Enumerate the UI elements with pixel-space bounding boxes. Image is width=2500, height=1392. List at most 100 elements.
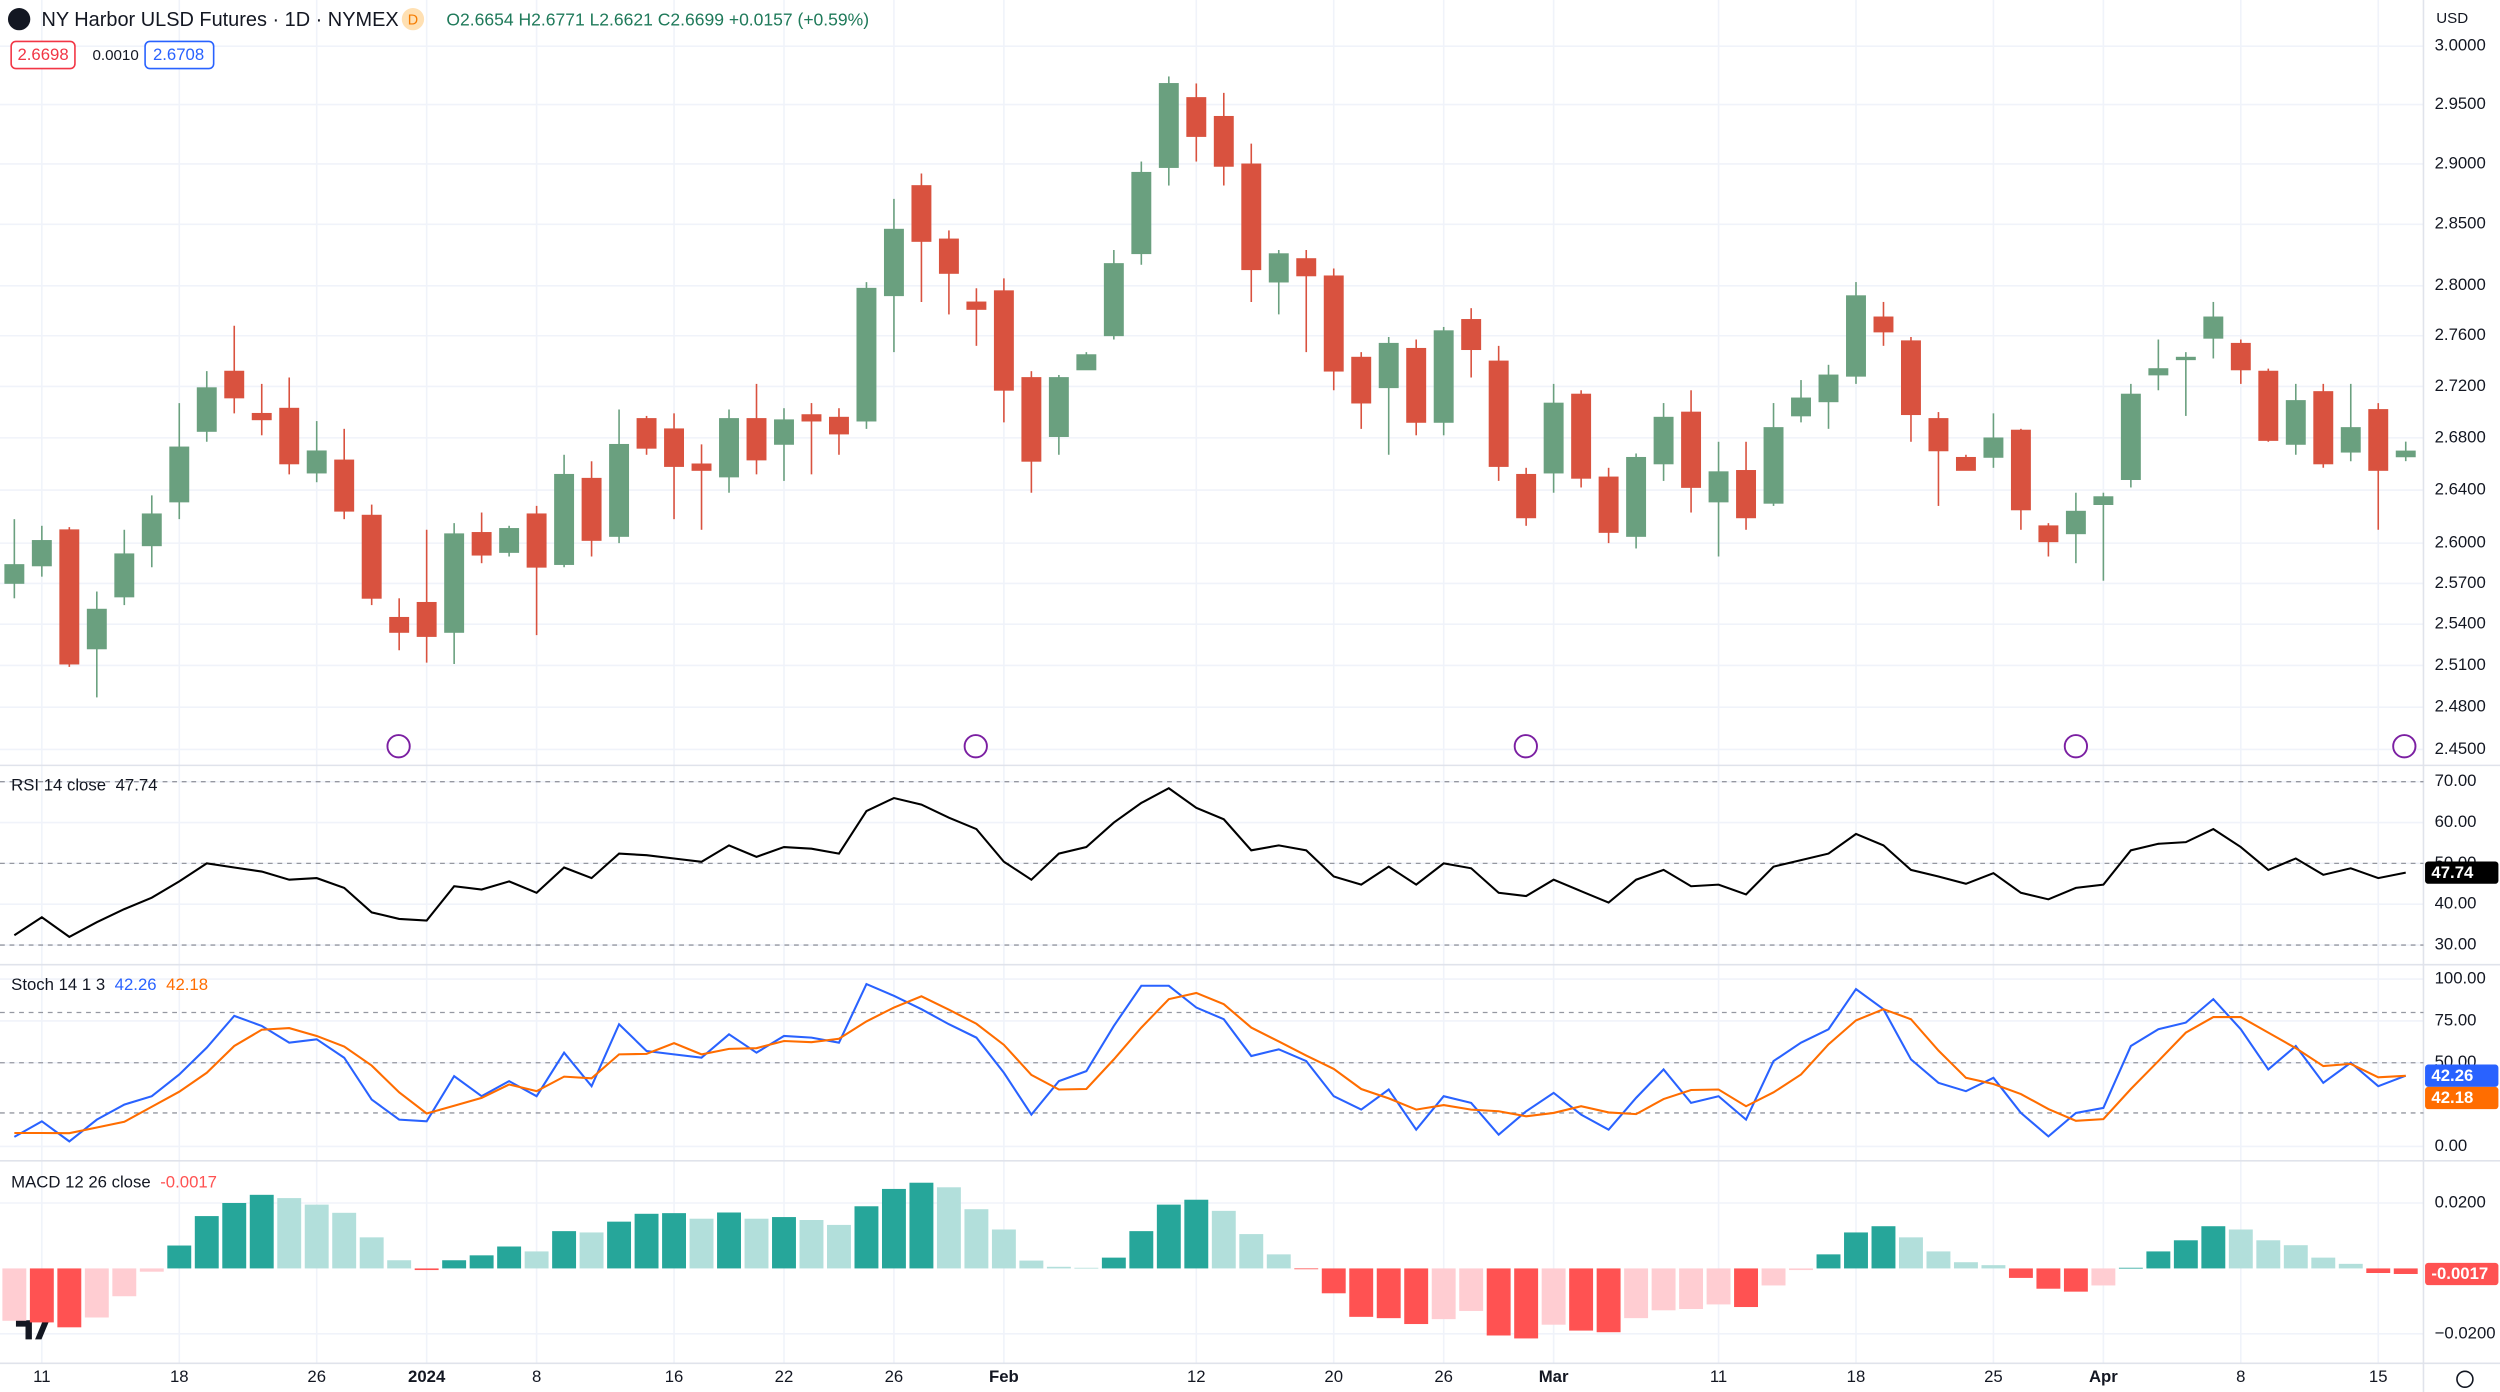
candle-body	[2148, 368, 2169, 376]
candle-body	[1296, 258, 1317, 277]
last-value-tag	[2425, 861, 2499, 884]
histogram-bar	[2036, 1268, 2061, 1289]
histogram-bar	[57, 1268, 82, 1328]
settings-icon[interactable]	[2456, 1370, 2474, 1389]
indicator-line	[13, 982, 2407, 1143]
candle-body	[416, 601, 437, 637]
y-tick-label: 2.7200	[2435, 376, 2486, 395]
histogram-bar	[744, 1218, 769, 1269]
x-tick-label: 8	[2236, 1367, 2245, 1386]
candle-body	[306, 450, 327, 474]
x-tick-label: Apr	[2089, 1367, 2118, 1386]
y-tick-label: 2.8000	[2435, 275, 2486, 294]
histogram-bar	[1926, 1251, 1951, 1269]
histogram-bar	[936, 1187, 961, 1269]
candle-body	[389, 616, 410, 633]
last-value-label: 47.74	[2431, 863, 2474, 882]
candle-body	[1021, 377, 1042, 462]
histogram-bar	[414, 1268, 439, 1271]
candle-body	[1873, 316, 1894, 333]
event-icon[interactable]	[2063, 734, 2089, 759]
candle-body	[251, 412, 272, 421]
event-icon[interactable]	[386, 734, 411, 759]
histogram-bar	[2338, 1263, 2363, 1269]
x-tick-label: 20	[1324, 1367, 1343, 1386]
candle-body	[1955, 456, 1976, 471]
x-tick-label: 22	[775, 1367, 794, 1386]
candle-body	[1763, 427, 1784, 504]
x-tick-label: 26	[885, 1367, 904, 1386]
sell-box[interactable]	[10, 40, 76, 70]
histogram-bar	[2366, 1268, 2391, 1274]
histogram-bar	[1486, 1268, 1511, 1336]
legend-title: Stoch 14 1 3	[11, 975, 105, 994]
candle-body	[1626, 456, 1647, 537]
badge-text: D	[408, 13, 418, 29]
histogram-bar	[1953, 1262, 1978, 1269]
last-value-label: 42.26	[2431, 1066, 2473, 1085]
histogram-bar	[1899, 1237, 1923, 1269]
histogram-bar	[1294, 1268, 1319, 1270]
histogram-bar	[524, 1251, 549, 1269]
histogram-bar	[662, 1213, 687, 1269]
histogram-bar	[717, 1212, 741, 1269]
candle-body	[86, 608, 107, 650]
histogram-bar	[1101, 1257, 1126, 1269]
histogram-bar	[332, 1212, 357, 1269]
candle-body	[938, 238, 959, 274]
histogram-bar	[304, 1204, 329, 1269]
histogram-bar	[2256, 1240, 2281, 1269]
event-icon[interactable]	[1513, 734, 1538, 759]
x-tick-label: Feb	[989, 1367, 1019, 1386]
candle-body	[2285, 400, 2306, 445]
symbol-logo	[7, 7, 31, 31]
x-tick-label: 8	[532, 1367, 541, 1386]
histogram-bar	[1844, 1232, 1868, 1269]
histogram-bar	[29, 1268, 54, 1323]
histogram-bar	[1981, 1265, 2006, 1269]
candle-body	[2203, 316, 2224, 339]
y-tick-label: 30.00	[2435, 934, 2477, 953]
histogram-bar	[2283, 1245, 2308, 1269]
histogram-bar	[2228, 1229, 2253, 1269]
histogram-bar	[909, 1182, 934, 1269]
legend-title: MACD 12 26 close	[11, 1173, 151, 1192]
candle-body	[774, 419, 794, 445]
y-tick-label: 2.6800	[2435, 427, 2486, 446]
histogram-bar	[277, 1198, 302, 1269]
histogram-bar	[799, 1220, 824, 1269]
y-tick-label: 0.00	[2435, 1136, 2468, 1155]
histogram-bar	[1624, 1268, 1649, 1319]
event-icon[interactable]	[963, 734, 988, 759]
badge	[401, 7, 425, 31]
histogram-bar	[167, 1245, 192, 1269]
buy-box[interactable]	[144, 40, 215, 70]
histogram-bar	[1679, 1268, 1704, 1309]
y-tick-label: 2.7600	[2435, 325, 2486, 344]
events	[386, 734, 2417, 759]
histogram-bar	[2146, 1251, 2171, 1269]
histogram-bar	[881, 1188, 906, 1269]
x-tick-label: 26	[307, 1367, 326, 1386]
currency[interactable]: USD	[2436, 10, 2468, 27]
candle-body	[334, 459, 355, 512]
x-tick-label: 12	[1187, 1367, 1206, 1386]
y-tick-label: 2.5100	[2435, 655, 2486, 674]
histogram-bar	[1404, 1268, 1429, 1325]
candle-body	[2120, 393, 2141, 480]
histogram-bar	[1211, 1210, 1236, 1269]
histogram-bar	[1761, 1268, 1786, 1286]
candle-body	[2395, 450, 2416, 458]
histogram-bar	[607, 1221, 632, 1269]
logo	[15, 1320, 50, 1340]
histogram-bar	[1184, 1199, 1209, 1269]
histogram-bar	[772, 1217, 796, 1269]
candle-body	[1708, 471, 1729, 503]
y-tick-label: 2.4500	[2435, 739, 2486, 758]
candle-body	[1241, 163, 1262, 271]
candle-body	[1901, 340, 1921, 416]
histogram-bar	[1816, 1254, 1841, 1269]
x-tick-label: Mar	[1539, 1367, 1569, 1386]
event-icon[interactable]	[2392, 734, 2417, 759]
candle-body	[1516, 473, 1537, 519]
